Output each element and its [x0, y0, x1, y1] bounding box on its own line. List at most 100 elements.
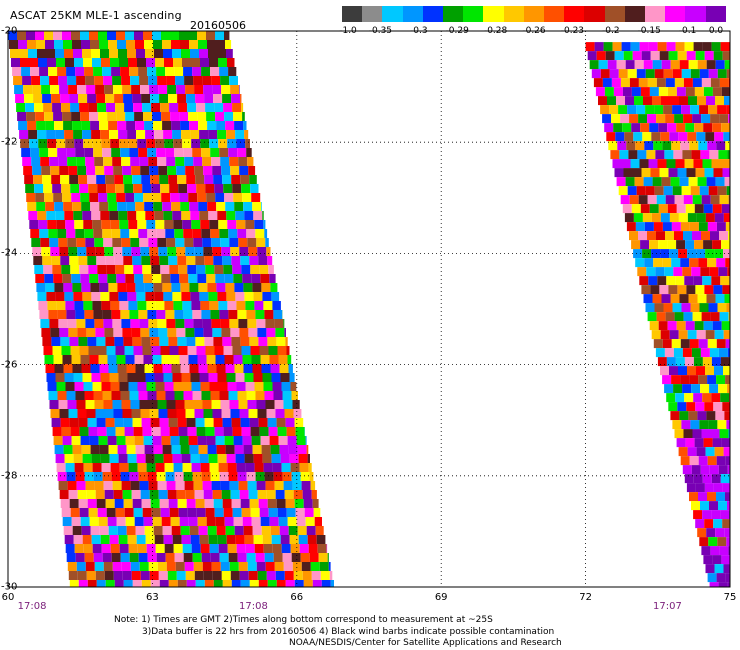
scatterometer-pixel	[210, 472, 220, 481]
scatterometer-pixel	[67, 157, 77, 166]
scatterometer-pixel	[299, 463, 309, 472]
scatterometer-pixel	[655, 267, 665, 277]
scatterometer-pixel	[236, 139, 246, 148]
scatterometer-pixel	[50, 328, 60, 337]
scatterometer-pixel	[170, 112, 180, 121]
scatterometer-pixel	[683, 114, 693, 124]
scatterometer-pixel	[98, 31, 107, 40]
scatterometer-pixel	[292, 400, 300, 409]
longitude-tick-label: 69	[434, 592, 448, 603]
scatterometer-pixel	[177, 418, 187, 427]
scatterometer-pixel	[191, 220, 201, 229]
scatterometer-pixel	[674, 114, 684, 124]
scatterometer-pixel	[253, 292, 263, 301]
scatterometer-pixel	[219, 310, 229, 319]
scatterometer-pixel	[227, 544, 237, 553]
scatterometer-pixel	[201, 391, 211, 400]
scatterometer-pixel	[263, 544, 273, 553]
scatterometer-pixel	[184, 238, 194, 247]
scatterometer-pixel	[678, 366, 687, 376]
scatterometer-pixel	[600, 105, 610, 115]
scatterometer-pixel	[19, 130, 29, 139]
scatterometer-pixel	[89, 436, 99, 445]
scatterometer-pixel	[636, 69, 646, 79]
scatterometer-pixel	[712, 87, 722, 97]
scatterometer-pixel	[679, 96, 688, 106]
scatterometer-pixel	[712, 240, 722, 250]
scatterometer-pixel	[40, 157, 50, 166]
scatterometer-pixel	[684, 474, 694, 484]
scatterometer-pixel	[222, 256, 232, 265]
scatterometer-pixel	[694, 204, 704, 214]
scatterometer-pixel	[110, 58, 119, 67]
scatterometer-pixel	[140, 247, 150, 256]
scatterometer-pixel	[40, 319, 50, 328]
scatterometer-pixel	[108, 40, 117, 49]
scatterometer-pixel	[623, 168, 633, 178]
scatterometer-pixel	[629, 78, 639, 88]
scatterometer-pixel	[675, 357, 685, 367]
scatterometer-pixel	[157, 400, 167, 409]
scatterometer-pixel	[252, 202, 262, 211]
scatterometer-pixel	[712, 438, 722, 448]
scatterometer-pixel	[60, 175, 70, 184]
scatterometer-pixel	[52, 103, 62, 112]
scatterometer-pixel	[80, 31, 89, 40]
scatterometer-pixel	[138, 391, 148, 400]
scatterometer-pixel	[593, 78, 603, 88]
scatterometer-pixel	[240, 580, 250, 587]
scatterometer-pixel	[714, 564, 724, 574]
scatterometer-pixel	[204, 256, 214, 265]
scatterometer-pixel	[138, 310, 148, 319]
scatterometer-pixel	[251, 436, 261, 445]
scatterometer-pixel	[195, 175, 205, 184]
scatterometer-pixel	[143, 193, 153, 202]
scatterometer-pixel	[250, 508, 260, 517]
scatterometer-pixel	[82, 211, 92, 220]
scatterometer-pixel	[666, 357, 676, 367]
scatterometer-pixel	[718, 348, 728, 358]
scatterometer-pixel	[183, 148, 193, 157]
scatterometer-pixel	[36, 283, 46, 292]
scatterometer-pixel	[24, 175, 34, 184]
scatterometer-pixel	[151, 103, 161, 112]
scatterometer-pixel	[77, 166, 87, 175]
scatterometer-pixel	[277, 427, 287, 436]
scatterometer-pixel	[242, 193, 252, 202]
scatterometer-pixel	[713, 519, 723, 529]
scatterometer-pixel	[251, 517, 261, 526]
scatterometer-pixel	[184, 157, 194, 166]
scatterometer-pixel	[79, 427, 89, 436]
scatterometer-pixel	[240, 418, 250, 427]
scatterometer-pixel	[20, 58, 29, 67]
scatterometer-pixel	[49, 76, 59, 85]
scatterometer-pixel	[664, 267, 674, 277]
scatterometer-pixel	[708, 537, 718, 547]
scatterometer-pixel	[714, 132, 724, 142]
scatterometer-pixel	[122, 247, 132, 256]
scatterometer-pixel	[211, 400, 221, 409]
scatterometer-pixel	[197, 517, 207, 526]
scatterometer-pixel	[43, 346, 53, 355]
scatterometer-pixel	[213, 499, 223, 508]
scatterometer-pixel	[657, 276, 667, 286]
scatterometer-pixel	[245, 301, 255, 310]
scatterometer-pixel	[126, 40, 135, 49]
scatterometer-pixel	[86, 247, 96, 256]
scatterometer-pixel	[65, 463, 75, 472]
scatterometer-pixel	[40, 238, 50, 247]
scatterometer-pixel	[239, 247, 249, 256]
scatterometer-pixel	[687, 132, 697, 142]
scatterometer-pixel	[283, 562, 293, 571]
scatterometer-pixel	[715, 177, 725, 187]
scatterometer-pixel	[154, 130, 164, 139]
scatterometer-pixel	[661, 96, 670, 106]
scatterometer-pixel	[53, 193, 63, 202]
scatterometer-pixel	[190, 49, 199, 58]
scatterometer-pixel	[120, 148, 130, 157]
scatterometer-pixel	[717, 420, 727, 430]
scatterometer-pixel	[689, 492, 698, 502]
scatterometer-pixel	[126, 283, 136, 292]
scatterometer-pixel	[156, 472, 166, 481]
scatterometer-pixel	[184, 319, 194, 328]
